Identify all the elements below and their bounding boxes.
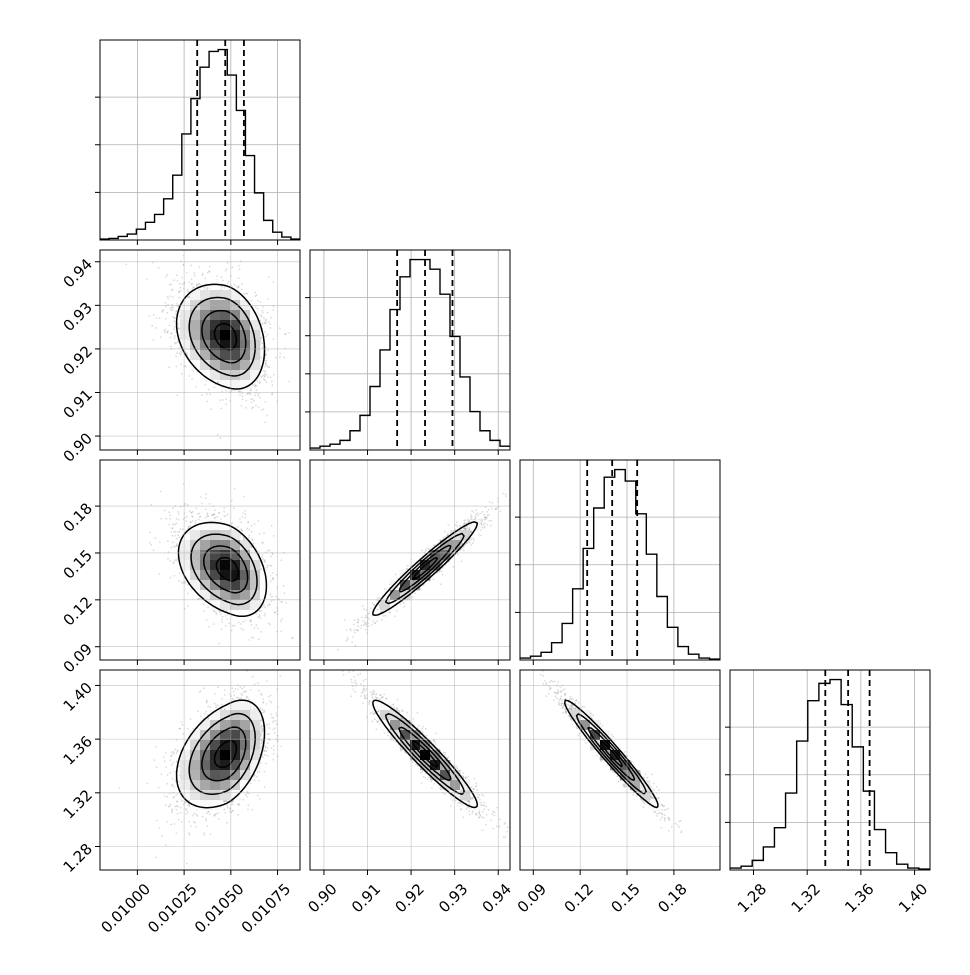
scatter-panel-3-0	[100, 659, 300, 870]
ytick-label-2-1: 0.12	[60, 593, 96, 629]
xtick-label-2-0: 0.09	[514, 880, 550, 916]
xtick-label-1-4: 0.94	[479, 880, 515, 916]
hist-panel-1	[305, 250, 510, 450]
xtick-label-3-1: 1.32	[788, 880, 824, 916]
ytick-label-3-0: 1.28	[60, 840, 96, 876]
scatter-panel-2-1	[310, 460, 527, 660]
scatter-panel-2-0	[100, 460, 304, 660]
ytick-label-3-3: 1.40	[60, 679, 96, 715]
xtick-label-1-2: 0.92	[391, 880, 427, 916]
hist-1-steps	[310, 260, 510, 449]
ytick-label-1-2: 0.92	[60, 342, 96, 378]
panel-3-1-content	[310, 658, 510, 870]
panel-1-0-density	[180, 280, 260, 390]
xtick-label-1-1: 0.91	[348, 880, 384, 916]
xtick-label-3-2: 1.36	[841, 880, 877, 916]
ytick-label-1-1: 0.91	[60, 386, 96, 422]
panel-1-0-content	[100, 249, 300, 450]
scatter-panel-1-0	[100, 249, 300, 450]
hist-0-steps	[100, 50, 300, 239]
hist-2-frame	[520, 460, 720, 660]
xtick-label-1-3: 0.93	[435, 880, 471, 916]
ytick-label-1-3: 0.93	[60, 299, 96, 335]
ytick-label-2-3: 0.18	[60, 499, 96, 535]
xtick-label-3-0: 1.28	[734, 880, 770, 916]
hist-3-frame	[730, 670, 930, 870]
xtick-label-3-3: 1.40	[895, 880, 931, 916]
ytick-label-2-0: 0.09	[60, 640, 96, 676]
ytick-label-1-4: 0.94	[60, 255, 96, 291]
ytick-label-3-1: 1.32	[60, 786, 96, 822]
hist-panel-3	[725, 670, 930, 870]
panel-2-0-content	[100, 460, 304, 660]
scatter-panel-3-1	[310, 658, 510, 870]
xtick-label-2-3: 0.18	[654, 880, 690, 916]
hist-panel-0	[95, 40, 300, 240]
xtick-label-0-1: 0.01025	[144, 880, 201, 937]
xtick-label-2-2: 0.15	[607, 880, 643, 916]
xtick-label-2-1: 0.12	[561, 880, 597, 916]
panel-3-0-content	[100, 659, 300, 870]
hist-3-steps	[730, 680, 930, 870]
xtick-label-1-0: 0.90	[304, 880, 340, 916]
scatter-panel-3-2	[520, 663, 720, 871]
panel-3-2-content	[520, 663, 720, 871]
hist-panel-2	[515, 460, 720, 660]
xtick-label-0-3: 0.01075	[238, 880, 295, 937]
panel-2-1-content	[310, 460, 527, 660]
xtick-label-0-0: 0.01000	[98, 880, 155, 937]
ytick-label-1-0: 0.90	[60, 429, 96, 465]
panel-3-1-frame	[310, 670, 510, 870]
ytick-label-3-2: 1.36	[60, 732, 96, 768]
xtick-label-0-2: 0.01050	[191, 880, 248, 937]
hist-2-steps	[520, 470, 720, 660]
ytick-label-2-2: 0.15	[60, 546, 96, 582]
